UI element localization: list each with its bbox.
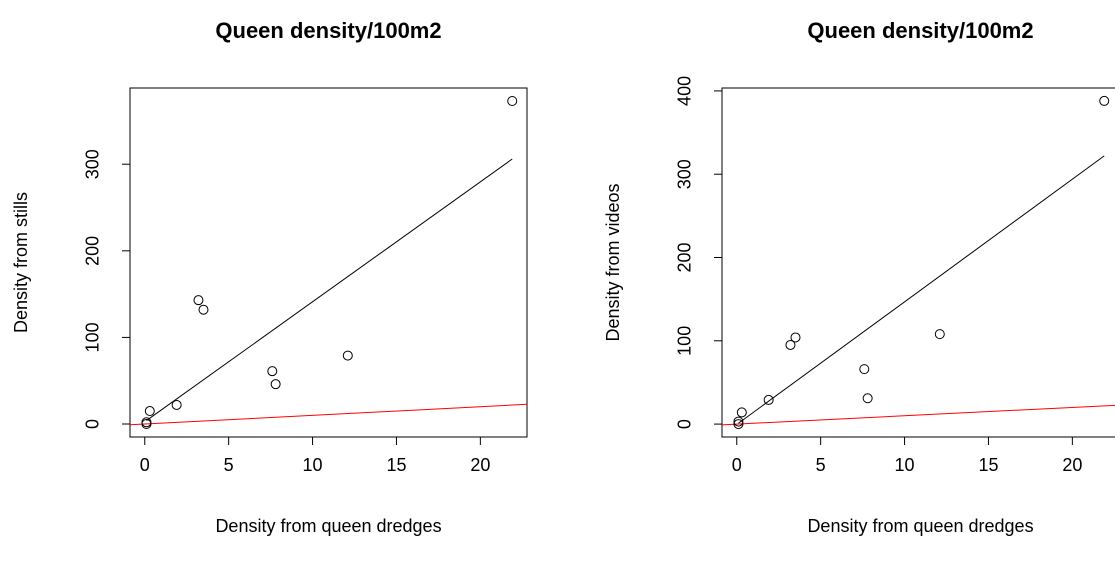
reference-line <box>738 155 1105 424</box>
point <box>198 304 209 315</box>
y-tick-label: 300 <box>675 159 695 189</box>
point <box>934 329 945 340</box>
y-tick-label: 300 <box>83 149 103 179</box>
reference-line <box>130 403 527 426</box>
point <box>763 394 774 405</box>
x-tick-label: 15 <box>978 455 998 475</box>
x-tick-label: 5 <box>224 455 234 475</box>
point <box>267 366 278 377</box>
point <box>193 295 204 306</box>
x-tick-label: 20 <box>1062 455 1082 475</box>
y-tick-label: 0 <box>83 419 103 429</box>
x-tick-label: 10 <box>303 455 323 475</box>
reference-line <box>722 404 1115 426</box>
x-tick-label: 0 <box>140 455 150 475</box>
plot-box <box>129 87 528 438</box>
point <box>859 364 870 375</box>
x-tick-label: 0 <box>732 455 742 475</box>
x-tick-label: 10 <box>895 455 915 475</box>
x-tick-label: 20 <box>470 455 490 475</box>
y-tick-label: 100 <box>675 326 695 356</box>
y-tick-label: 0 <box>675 419 695 429</box>
point <box>1099 95 1110 106</box>
y-tick-label: 200 <box>675 242 695 272</box>
x-axis-label: Density from queen dredges <box>807 516 1033 536</box>
point <box>141 417 152 428</box>
reference-line <box>146 158 513 421</box>
point <box>733 416 744 427</box>
chart-title: Queen density/100m2 <box>215 18 441 43</box>
x-tick-label: 15 <box>386 455 406 475</box>
y-axis-label: Density from videos <box>603 183 623 341</box>
x-axis-label: Density from queen dredges <box>215 516 441 536</box>
y-tick-label: 100 <box>83 322 103 352</box>
y-axis-label: Density from stills <box>11 192 31 333</box>
y-tick-label: 400 <box>675 76 695 106</box>
point <box>862 393 873 404</box>
y-tick-label: 200 <box>83 236 103 266</box>
point <box>785 339 796 350</box>
point <box>270 379 281 390</box>
plot-area <box>722 95 1115 430</box>
chart-title: Queen density/100m2 <box>807 18 1033 43</box>
x-tick-label: 5 <box>816 455 826 475</box>
point <box>733 419 744 430</box>
point <box>342 350 353 361</box>
plot-area <box>130 95 527 430</box>
point <box>171 399 182 410</box>
point <box>736 407 747 418</box>
point <box>507 95 518 106</box>
point <box>790 332 801 343</box>
plot-box <box>721 87 1115 438</box>
point <box>144 406 155 417</box>
